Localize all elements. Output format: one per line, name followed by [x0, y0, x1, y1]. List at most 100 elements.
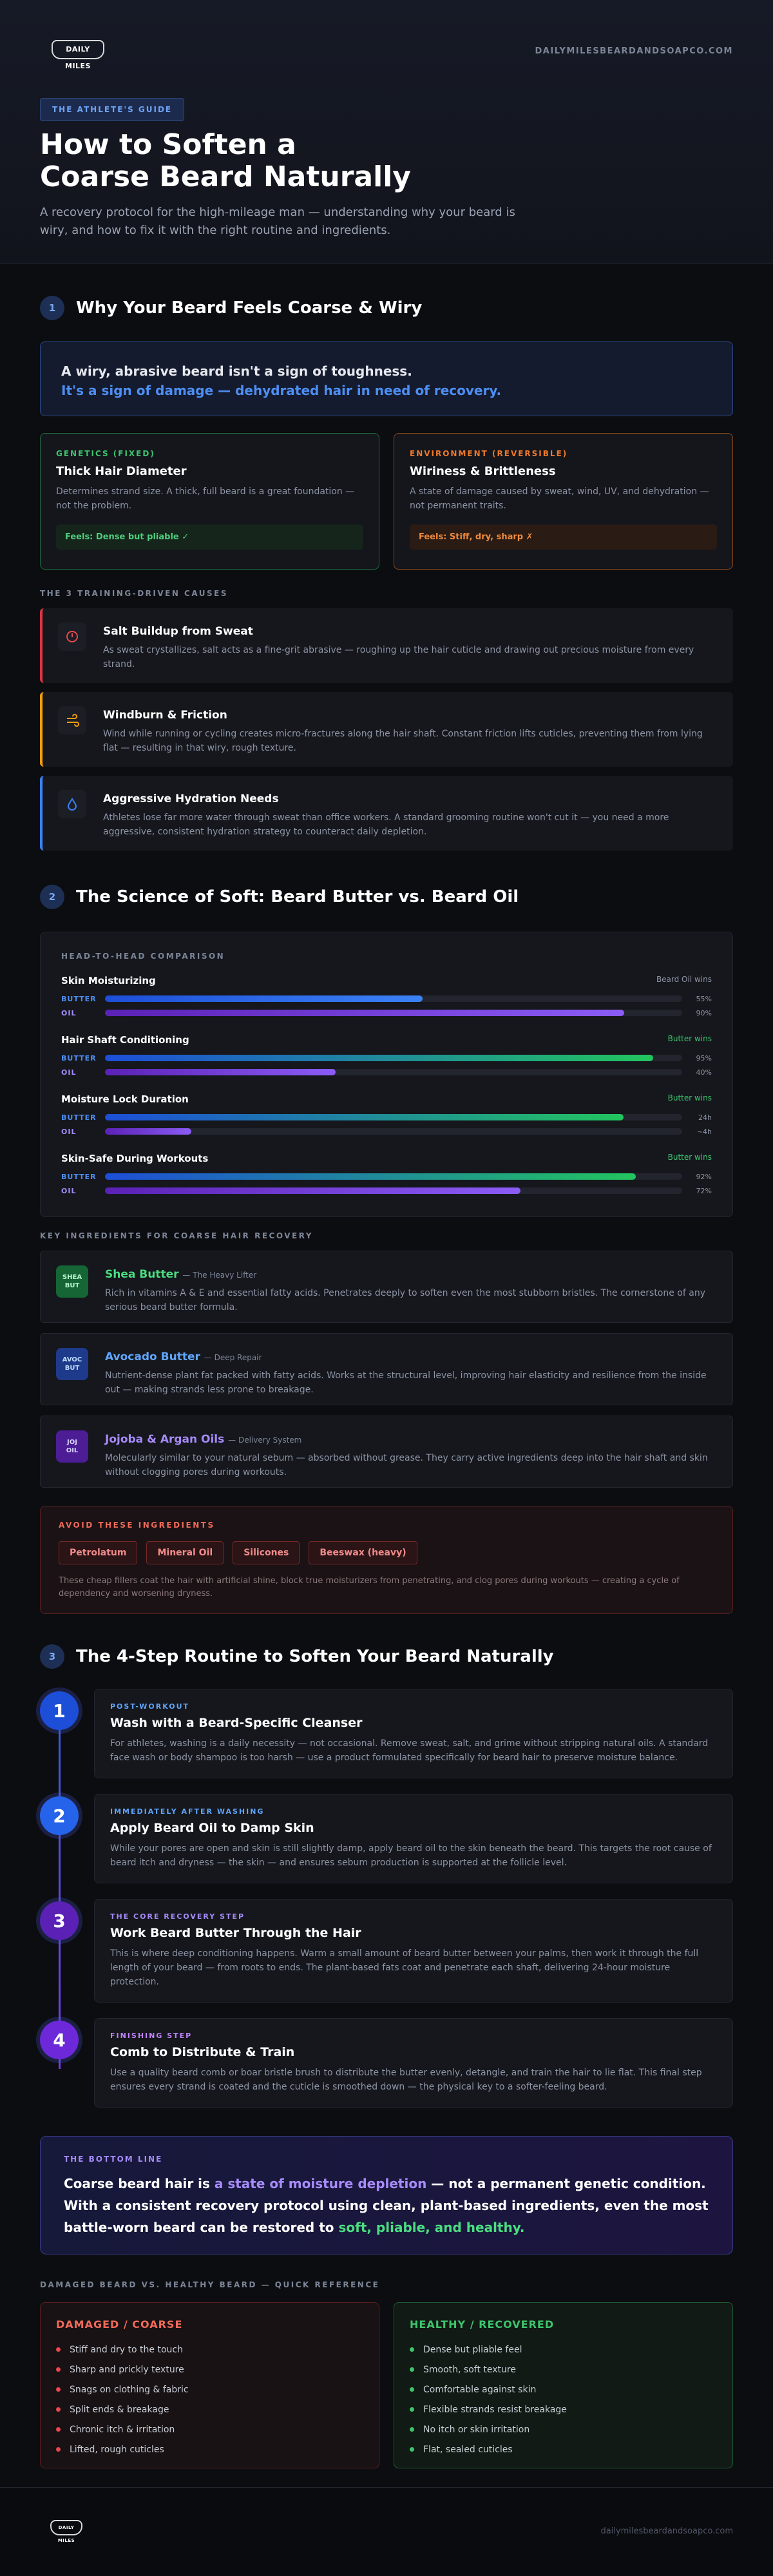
quickref-label: DAMAGED BEARD VS. HEALTHY BEARD — QUICK … [40, 2280, 380, 2289]
callout: A wiry, abrasive beard isn't a sign of t… [40, 341, 733, 416]
section-number: 1 [40, 296, 64, 320]
icon [58, 622, 86, 651]
step-box: FINISHING STEP Comb to Distribute & Train… [94, 2018, 733, 2108]
ingredient-text: Nutrient-dense plant fat packed with fat… [105, 1370, 707, 1395]
bar-row: BUTTER 24h [61, 1110, 712, 1124]
ingredient: AVOC BUT Avocado Butter — Deep Repair Nutr… [40, 1333, 733, 1405]
list-item: No itch or skin irritation [410, 2419, 717, 2439]
cause: Aggressive Hydration Needs Athletes lose … [40, 776, 733, 851]
card-feels: Feels: Stiff, dry, sharp ✗ [410, 524, 717, 550]
ingredient-tag: — Delivery System [228, 1436, 302, 1445]
title: How to Soften a Coarse Beard Naturally [40, 129, 411, 193]
badge: THE ATHLETE'S GUIDE [40, 98, 185, 121]
bar-label: 92% [696, 1172, 712, 1181]
footer-logo: DAILY MILES [50, 2520, 82, 2543]
site-url[interactable]: DAILYMILESBEARDANDSOAPCO.COM [535, 46, 733, 56]
series-label: OIL [61, 1068, 77, 1077]
bar-track [105, 1069, 682, 1075]
cause-title: Aggressive Hydration Needs [103, 793, 279, 805]
bar-row: BUTTER 95% [61, 1051, 712, 1065]
bar-row: OIL 40% [61, 1065, 712, 1079]
chip: Silicones [233, 1541, 300, 1564]
section-title: The Science of Soft: Beard Butter vs. Be… [76, 887, 519, 907]
step-box: THE CORE RECOVERY STEP Work Beard Butter … [94, 1899, 733, 2003]
comparison-row: Moisture Lock Duration Butter wins BUTTER 2… [61, 1093, 712, 1139]
bar [105, 1187, 521, 1194]
comparison-title: HEAD-TO-HEAD COMPARISON [61, 952, 225, 961]
bar-track [105, 1187, 682, 1194]
ingredient: SHEA BUT Shea Butter — The Heavy Lifter Ri… [40, 1251, 733, 1323]
callout-line: A wiry, abrasive beard isn't a sign of t… [61, 363, 412, 379]
icon [58, 790, 86, 818]
footer: DAILY MILES dailymilesbeardandsoapco.com [0, 2487, 773, 2576]
column-title: DAMAGED / COARSE [56, 2318, 183, 2331]
bottom-label: THE BOTTOM LINE [64, 2155, 163, 2164]
text: — not a permanent genetic condition. Wit… [64, 2176, 709, 2235]
bar [105, 1010, 625, 1016]
cause-title: Windburn & Friction [103, 709, 227, 722]
title-line: Coarse Beard Naturally [40, 160, 411, 193]
cause: Windburn & Friction Wind while running or… [40, 692, 733, 767]
list-item: Stiff and dry to the touch [56, 2340, 363, 2360]
list-item: Split ends & breakage [56, 2399, 363, 2419]
step-phase: POST-WORKOUT [110, 1702, 190, 1711]
card-title: Wiriness & Brittleness [410, 465, 556, 478]
ingredient-name: Shea Butter [105, 1268, 179, 1281]
step-phase: THE CORE RECOVERY STEP [110, 1912, 245, 1921]
chip: Mineral Oil [146, 1541, 224, 1564]
bar-label: 55% [696, 994, 712, 1003]
bar-track [105, 1010, 682, 1016]
list-item: Flat, sealed cuticles [410, 2439, 717, 2459]
callout-line: It's a sign of damage — dehydrated hair … [61, 383, 502, 398]
text: Coarse beard hair is [64, 2176, 215, 2191]
cause-text: As sweat crystallizes, salt acts as a fi… [103, 645, 694, 669]
bar [105, 1069, 336, 1075]
card: GENETICS (FIXED) Thick Hair Diameter Deter… [40, 433, 379, 570]
series-label: OIL [61, 1127, 77, 1136]
bar-track [105, 1055, 682, 1061]
bar-label: 90% [696, 1008, 712, 1017]
list-item: Sharp and prickly texture [56, 2360, 363, 2379]
ingredient-icon: SHEA BUT [56, 1265, 88, 1298]
icon-svg [66, 631, 78, 642]
row-head: Moisture Lock Duration Butter wins [61, 1093, 712, 1105]
comparison-row: Hair Shaft Conditioning Butter wins BUTTER… [61, 1034, 712, 1079]
bar-row: OIL 72% [61, 1184, 712, 1198]
card-text: A state of damage caused by sweat, wind,… [410, 486, 709, 511]
section-heading: 1 Why Your Beard Feels Coarse & Wiry [40, 294, 733, 322]
ingredient-tag: — The Heavy Lifter [182, 1271, 257, 1280]
step-phase: FINISHING STEP [110, 2032, 193, 2040]
highlight: a state of moisture depletion [214, 2176, 427, 2191]
comparison-row: Skin Moisturizing Beard Oil wins BUTTER 55%… [61, 975, 712, 1020]
icon [58, 706, 86, 735]
list-item: Smooth, soft texture [410, 2360, 717, 2379]
series-label: OIL [61, 1186, 77, 1195]
ingredient: JOJ OIL Jojoba & Argan Oils — Delivery Sy… [40, 1416, 733, 1488]
ingredient-icon: JOJ OIL [56, 1430, 88, 1463]
bar [105, 1055, 654, 1061]
card-label: ENVIRONMENT (REVERSIBLE) [410, 449, 568, 458]
metric: Moisture Lock Duration [61, 1093, 189, 1105]
section-number: 3 [40, 1644, 64, 1669]
column-list: Dense but pliable feel Smooth, soft textu… [410, 2340, 717, 2459]
step-box: IMMEDIATELY AFTER WASHING Apply Beard Oil… [94, 1794, 733, 1883]
timeline-line [59, 1727, 61, 2069]
bar-track [105, 995, 682, 1002]
verdict: Butter wins [667, 1153, 712, 1162]
step-number: 2 [40, 1796, 79, 1835]
step: 4 FINISHING STEP Comb to Distribute & Trai… [40, 2018, 733, 2108]
step-text: While your pores are open and skin is st… [110, 1843, 712, 1868]
highlight: soft, pliable, and healthy. [338, 2220, 525, 2235]
section-title: The 4-Step Routine to Soften Your Beard … [76, 1647, 554, 1666]
series-label: BUTTER [61, 1053, 97, 1062]
step: 3 THE CORE RECOVERY STEP Work Beard Butter… [40, 1899, 733, 2003]
footer-site[interactable]: dailymilesbeardandsoapco.com [600, 2526, 733, 2536]
step: 2 IMMEDIATELY AFTER WASHING Apply Beard Oi… [40, 1794, 733, 1883]
avoid-text: These cheap fillers coat the hair with a… [59, 1576, 680, 1599]
step-text: For athletes, washing is a daily necessi… [110, 1738, 709, 1763]
row-head: Hair Shaft Conditioning Butter wins [61, 1034, 712, 1046]
verdict: Beard Oil wins [656, 975, 712, 984]
chips: Petrolatum Mineral Oil Silicones Beeswax (h… [59, 1541, 714, 1564]
row-head: Skin Moisturizing Beard Oil wins [61, 975, 712, 986]
